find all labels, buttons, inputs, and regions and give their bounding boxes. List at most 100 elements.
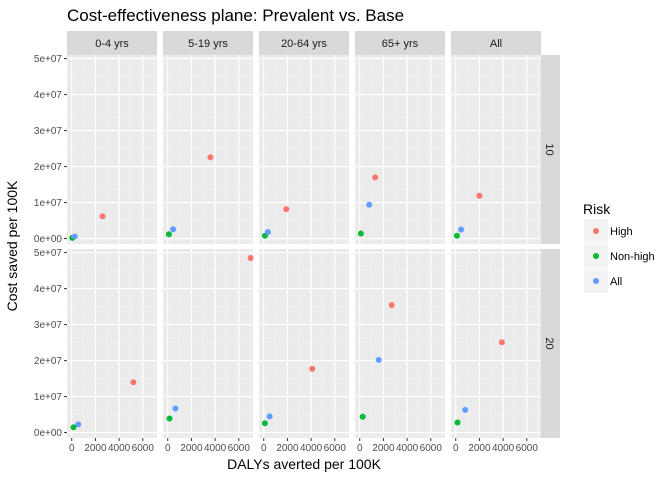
x-tick-label: 0 [165, 443, 171, 454]
point-all-5-19-yrs-row-20 [172, 405, 179, 412]
panel-background [163, 55, 253, 244]
point-non-high-65-yrs-row-20 [359, 413, 366, 420]
strip-0-4-yrs [67, 31, 157, 55]
y-tick-label: 1e+07 [34, 392, 63, 403]
y-axis: 0e+00 1e+07 2e+07 3e+07 4e+07 5e+07 0e+00 1e+07… [34, 54, 67, 439]
legend: Risk High Non-high All [583, 201, 655, 293]
point-high-20-64-yrs-row-20 [309, 365, 316, 372]
panel-background [355, 249, 445, 438]
y-tick-label: 0e+00 [34, 428, 63, 439]
point-all-all-row-10 [458, 226, 465, 233]
strip-20-64-yrs [259, 31, 349, 55]
legend-label-all: All [610, 276, 622, 288]
x-tick-label: 2000 [372, 443, 395, 454]
x-tick-label: 0 [261, 443, 267, 454]
panel-background [259, 55, 349, 244]
legend-label-high: High [610, 226, 633, 238]
point-high-5-19-yrs-row-10 [207, 154, 214, 161]
point-high-65-yrs-row-20 [388, 302, 395, 309]
point-high-all-row-20 [498, 339, 505, 346]
strip-label-65-yrs: 65+ yrs [382, 38, 419, 50]
point-all-20-64-yrs-row-20 [266, 413, 273, 420]
strip-label-20-64-yrs: 20-64 yrs [281, 38, 327, 50]
y-tick-label: 4e+07 [34, 284, 63, 295]
panel-65-yrs-row-10 [355, 55, 445, 244]
y-tick-label: 3e+07 [34, 320, 63, 331]
point-high-5-19-yrs-row-20 [247, 255, 254, 261]
point-all-65-yrs-row-20 [375, 356, 382, 363]
legend-marker-non-high [593, 253, 599, 259]
x-tick-label: 0 [69, 443, 75, 454]
point-high-all-row-10 [476, 192, 483, 199]
legend-marker-all [593, 278, 599, 284]
x-tick-label: 4000 [396, 443, 419, 454]
panel-5-19-yrs-row-10 [163, 55, 253, 244]
x-tick-label: 2000 [276, 443, 299, 454]
panel-all-row-20 [451, 249, 541, 438]
x-tick-label: 6000 [324, 443, 347, 454]
panel-background [259, 249, 349, 438]
panel-5-19-yrs-row-20 [163, 249, 253, 438]
panel-background [67, 249, 157, 438]
x-tick-label: 2000 [84, 443, 107, 454]
y-tick-label: 2e+07 [34, 162, 63, 173]
x-tick-label: 6000 [420, 443, 443, 454]
point-all-20-64-yrs-row-10 [264, 229, 271, 236]
point-non-high-0-4-yrs-row-20 [70, 424, 77, 431]
legend-marker-high [593, 228, 599, 234]
panel-0-4-yrs-row-10 [67, 55, 157, 244]
point-non-high-65-yrs-row-10 [357, 230, 364, 237]
point-non-high-all-row-10 [453, 232, 460, 239]
legend-title: Risk [583, 201, 611, 217]
panel-background [451, 55, 541, 244]
x-tick-label: 4000 [204, 443, 227, 454]
point-non-high-5-19-yrs-row-20 [166, 415, 173, 422]
panel-65-yrs-row-20 [355, 249, 445, 438]
y-tick-label: 5e+07 [34, 54, 63, 65]
panel-background [451, 249, 541, 438]
x-tick-label: 0 [453, 443, 459, 454]
point-all-0-4-yrs-row-10 [71, 233, 78, 240]
point-high-65-yrs-row-10 [372, 174, 379, 181]
x-tick-label: 4000 [300, 443, 323, 454]
legend-label-non-high: Non-high [610, 251, 655, 263]
panel-background [355, 55, 445, 244]
x-tick-label: 4000 [108, 443, 131, 454]
x-tick-label: 2000 [468, 443, 491, 454]
x-axis-title: DALYs averted per 100K [227, 456, 381, 472]
point-non-high-all-row-20 [454, 419, 461, 426]
strip-5-19-yrs [163, 31, 253, 55]
point-all-all-row-20 [462, 406, 469, 413]
panel-background [67, 55, 157, 244]
panel-20-64-yrs-row-20 [259, 249, 349, 438]
row-strip-20 [538, 249, 560, 438]
y-tick-label: 2e+07 [34, 356, 63, 367]
panel-background [163, 249, 253, 438]
strip-label-5-19-yrs: 5-19 yrs [188, 38, 228, 50]
x-axis: 0 2000 4000 6000 0 2000 4000 6000 0 2000 4000 6000 0… [69, 438, 538, 454]
point-non-high-20-64-yrs-row-20 [261, 420, 268, 427]
x-tick-label: 6000 [132, 443, 155, 454]
panels-layer: 0-4 yrs 5-19 yrs 20-64 yrs 65+ yrs All 10 20 [67, 31, 560, 438]
x-tick-label: 2000 [180, 443, 203, 454]
y-tick-label: 5e+07 [34, 248, 63, 259]
y-tick-label: 4e+07 [34, 90, 63, 101]
strip-label-all: All [490, 38, 502, 50]
x-tick-label: 0 [357, 443, 363, 454]
panel-20-64-yrs-row-10 [259, 55, 349, 244]
point-all-5-19-yrs-row-10 [170, 226, 177, 233]
panel-0-4-yrs-row-20 [67, 249, 157, 438]
x-tick-label: 4000 [492, 443, 515, 454]
row-strip-10 [538, 55, 560, 244]
point-high-0-4-yrs-row-20 [130, 379, 137, 386]
x-tick-label: 6000 [516, 443, 539, 454]
point-all-0-4-yrs-row-20 [75, 421, 82, 428]
point-all-65-yrs-row-10 [366, 201, 373, 208]
strip-label-0-4-yrs: 0-4 yrs [95, 38, 129, 50]
y-tick-label: 3e+07 [34, 126, 63, 137]
x-tick-label: 6000 [228, 443, 251, 454]
point-high-20-64-yrs-row-10 [283, 206, 290, 213]
strip-65-yrs [355, 31, 445, 55]
point-non-high-5-19-yrs-row-10 [165, 231, 172, 238]
